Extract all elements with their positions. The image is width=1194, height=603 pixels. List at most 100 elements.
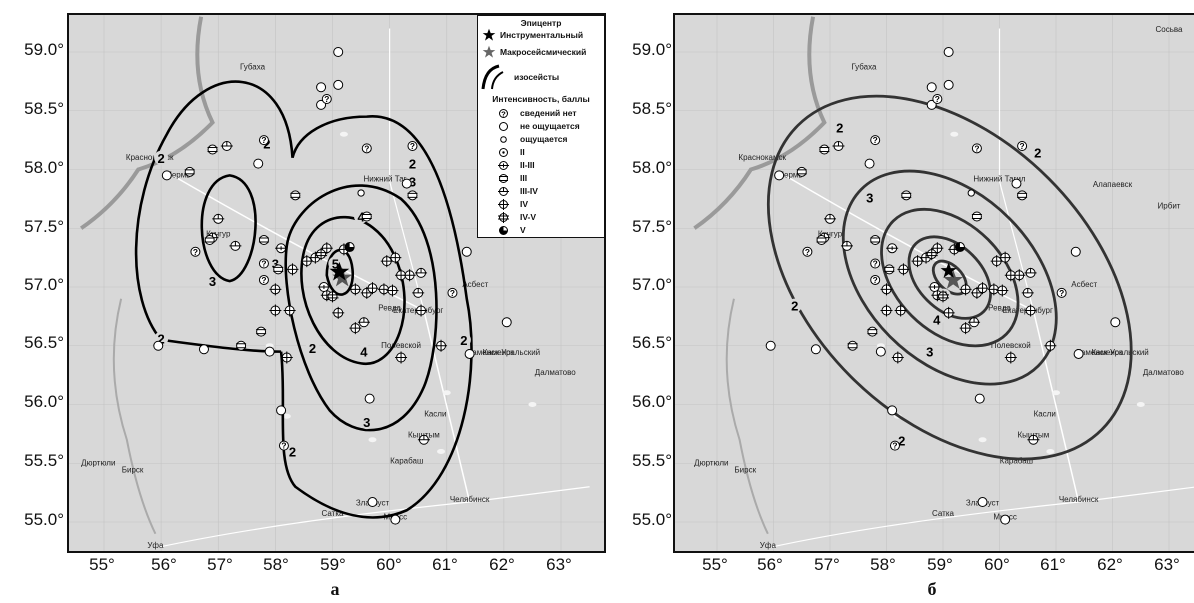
latitude-tick-label: 55.0° [24,510,64,529]
map-frame-a: ПермьЕкатеринбургЧелябинскЗлатоустМиассУ… [67,13,606,553]
empty-circle-icon [333,47,344,57]
longitude-tick-label: 57° [814,555,840,574]
empty-circle-icon [253,158,264,169]
bar-cross-circle-icon [357,317,370,328]
small-circle-icon [967,189,975,197]
svg-text:?: ? [261,259,266,269]
double-cross-circle-icon [937,290,949,303]
map-city-label: Губаха [851,63,877,72]
svg-text:?: ? [873,275,878,285]
hbar-cross-circle-icon [275,243,288,254]
question-circle-icon: ? [321,94,332,104]
cross-circle-icon [280,351,293,364]
latitude-tick-label: 57.0° [632,275,672,294]
longitude-tick-label: 62° [489,555,515,574]
two-bar-circle-icon [492,172,514,184]
isoseist-ellipse [841,169,1058,386]
isoseist-ellipse [907,235,992,320]
map-city-label: Асбест [1071,280,1097,289]
map-city-label: Нижний Тагил [364,174,417,183]
map-city-label: Уфа [147,541,164,550]
svg-text:?: ? [261,275,266,285]
epicenter-star-icon [943,270,964,289]
isoseist-value-label: 3 [409,174,416,189]
latitude-tick-label: 59.0° [632,40,672,59]
svg-text:?: ? [873,135,878,145]
legend-intensity-label: IV-V [520,212,537,222]
legend-isoseists: изосейсты [514,72,560,82]
empty-circle-icon [161,170,172,181]
cross-circle-icon [269,283,282,296]
question-circle-icon: ? [870,274,881,285]
longitude-tick-label: 61° [432,555,458,574]
half-filled-circle-icon [344,242,355,253]
two-bar-circle-icon [256,326,267,337]
longitude-tick-label: 59° [927,555,953,574]
latitude-tick-label: 58.5° [632,99,672,118]
legend-intensity-label: V [520,225,526,235]
longitude-tick-label: 56° [151,555,177,574]
latitude-tick-label: 59.0° [24,40,64,59]
map-city-label: Кунгур [206,229,231,238]
svg-text:?: ? [193,247,198,257]
cross-circle-icon [959,283,972,296]
two-bar-circle-icon [867,326,878,337]
empty-circle-icon [198,344,209,355]
two-bar-circle-icon [204,235,215,245]
bar-cross-circle-icon [412,287,425,298]
longitude-tick-label: 59° [320,555,346,574]
svg-text:?: ? [1020,141,1025,151]
empty-circle-icon [977,497,988,508]
empty-circle-icon [364,393,375,404]
cross-circle-icon [891,351,904,364]
bar-cross-circle-icon [229,240,242,251]
latitude-tick-label: 56.0° [632,392,672,411]
empty-circle-icon [464,348,475,359]
empty-circle-icon [1011,178,1022,189]
empty-circle-icon [1073,348,1084,359]
half-filled-circle-icon [492,224,514,236]
map-city-label: Сатка [932,509,954,518]
latitude-tick-label: 57.0° [24,275,64,294]
bar-cross-circle-icon [968,317,981,328]
empty-circle-icon [926,82,937,93]
empty-circle-icon [461,246,472,257]
question-circle-icon: ? [932,94,943,104]
isoseist-ellipse [766,94,1133,461]
double-cross-circle-icon [925,248,938,261]
question-circle-icon: ? [1056,287,1067,298]
svg-text:?: ? [873,259,878,269]
map-city-label: Сатка [322,509,344,518]
cross-circle-icon [1044,339,1057,352]
isoseist-value-label: 2 [836,121,843,136]
legend-intensity-label: не ощущается [520,121,580,131]
latitude-tick-label: 58.0° [632,158,672,177]
isoseist-value-label: 2 [289,445,296,460]
svg-text:?: ? [935,94,940,104]
legend-intensity-row: ощущается [478,133,604,145]
map-city-label: Касли [1034,409,1056,418]
map-city-label: Дюртюли [81,459,115,468]
cross-circle-icon [1013,269,1026,282]
svg-text:?: ? [1059,288,1064,298]
legend-intensity-row: II-III [478,159,604,171]
map-city-label: Челябинск [1059,495,1099,504]
cross-circle-icon [435,339,448,352]
svg-text:?: ? [892,441,897,451]
hbar-cross-circle-icon [492,159,514,171]
map-city-label: Челябинск [450,495,490,504]
empty-circle-icon [390,514,401,525]
cross-circle-icon [959,322,972,335]
map-city-label: Дюртюли [694,459,728,468]
cross-circle-icon [349,283,362,296]
isoseist-value-label: 2 [309,341,316,356]
empty-circle-icon [153,340,164,351]
two-bar-circle-icon [273,264,284,275]
cross-circle-icon [894,304,907,317]
question-circle-icon: ? [971,143,982,153]
bar-cross-circle-icon [832,141,845,151]
empty-circle-icon [875,346,886,357]
map-city-label: Каменск-Уральский [468,348,541,357]
legend-intensity-row: ? сведений нет [478,107,604,119]
legend-intensity-row: III [478,172,604,184]
